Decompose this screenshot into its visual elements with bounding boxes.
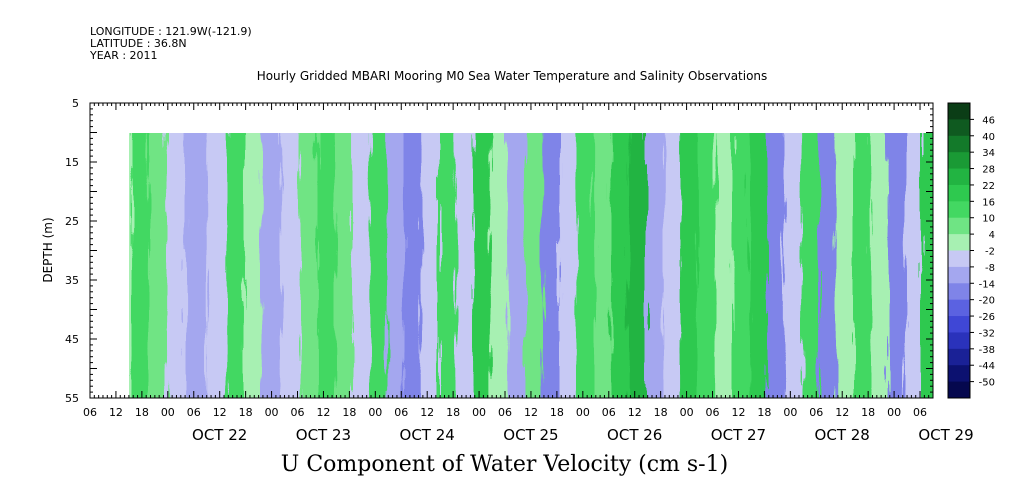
colorbar-swatch [948,250,970,268]
colorbar-swatch [948,184,970,202]
colorbar-swatch [948,119,970,137]
x-tick-label: 00 [783,406,797,419]
x-tick-label: 00 [887,406,901,419]
y-tick-label: 45 [65,333,79,346]
colorbar-swatch [948,283,970,301]
x-tick-label: 12 [109,406,123,419]
colorbar-label: -38 [979,345,995,356]
colorbar-swatch [948,168,970,186]
x-date-label: OCT 23 [296,426,351,444]
colorbar-label: -2 [985,247,995,258]
x-tick-label: 06 [498,406,512,419]
x-date-label: OCT 29 [918,426,973,444]
colorbar-swatch [948,103,970,120]
colorbar-swatch [948,234,970,251]
latitude-label: LATITUDE : 36.8N [90,37,187,50]
x-date-label: OCT 24 [400,426,455,444]
colorbar-label: -44 [979,361,995,372]
x-tick-label: 06 [809,406,823,419]
x-tick-label: 06 [394,406,408,419]
x-tick-label: 18 [239,406,253,419]
colorbar-label: 28 [982,165,995,176]
year-label: YEAR : 2011 [90,49,158,62]
x-axis-title: U Component of Water Velocity (cm s-1) [280,452,729,477]
x-tick-label: 12 [524,406,538,419]
x-tick-label: 00 [265,406,279,419]
colorbar-swatch [948,299,970,317]
colorbar-swatch [948,152,970,170]
x-tick-label: 12 [835,406,849,419]
x-tick-label: 06 [83,406,97,419]
x-tick-label: 06 [706,406,720,419]
y-tick-label: 25 [65,215,79,228]
colorbar-label: -14 [979,279,995,290]
colorbar-label: 40 [982,132,995,143]
colorbar-swatch [948,316,970,333]
x-date-label: OCT 27 [711,426,766,444]
x-tick-label: 12 [731,406,745,419]
colorbar-label: -26 [979,312,995,323]
x-tick-label: 18 [135,406,149,419]
x-date-label: OCT 28 [815,426,870,444]
x-tick-label: 00 [472,406,486,419]
x-tick-label: 18 [342,406,356,419]
x-tick-label: 00 [576,406,590,419]
colorbar-label: 22 [982,181,995,192]
colorbar-label: 16 [982,197,995,208]
colorbar-label: -50 [979,378,995,389]
x-date-label: OCT 25 [503,426,558,444]
y-axis-label: DEPTH (m) [41,217,55,282]
colorbar-label: 34 [982,148,995,159]
y-tick-label: 5 [72,97,79,110]
x-tick-label: 12 [420,406,434,419]
colorbar: 46 40 34 28 22 16 10 4 -2 -8 -14 -20 -26 -32 -38 -44 -50 [947,102,995,399]
colorbar-swatch [948,217,970,235]
colorbar-label: 46 [982,115,995,126]
x-tick-label: 06 [291,406,305,419]
x-tick-label: 12 [628,406,642,419]
x-date-label: OCT 26 [607,426,662,444]
x-tick-label: 18 [654,406,668,419]
colorbar-label: 4 [989,230,995,241]
x-tick-label: 18 [861,406,875,419]
x-tick-label: 00 [680,406,694,419]
colorbar-swatch [948,332,970,350]
heatmap-band [920,133,933,398]
colorbar-swatch [948,135,970,153]
x-tick-label: 00 [161,406,175,419]
colorbar-swatch [948,201,970,219]
colorbar-swatch [948,266,970,284]
x-tick-label: 06 [602,406,616,419]
colorbar-swatch [948,365,970,383]
x-tick-label: 18 [446,406,460,419]
x-tick-label: 12 [316,406,330,419]
x-tick-label: 06 [913,406,927,419]
heatmap-field [129,133,933,398]
x-tick-label: 12 [213,406,227,419]
y-axis: 5 15 25 35 45 55 [65,97,933,405]
x-axis: 06 12 18 00 06 12 18 00 06 12 18 00 06 12 18 00 06 12 18 00… [83,103,974,444]
y-tick-label: 55 [65,392,79,405]
colorbar-label: -8 [985,263,995,274]
y-tick-label: 35 [65,274,79,287]
colorbar-label: -32 [979,328,995,339]
x-tick-label: 00 [368,406,382,419]
colorbar-swatch [948,348,970,366]
colorbar-label: -20 [979,296,995,307]
x-date-label: OCT 22 [192,426,247,444]
chart-title: Hourly Gridded MBARI Mooring M0 Sea Wate… [257,69,768,83]
colorbar-swatch [948,381,970,399]
x-tick-label: 18 [550,406,564,419]
x-tick-label: 18 [757,406,771,419]
y-tick-label: 15 [65,156,79,169]
colorbar-label: 10 [982,214,995,225]
x-tick-label: 06 [187,406,201,419]
longitude-label: LONGITUDE : 121.9W(-121.9) [90,25,252,38]
